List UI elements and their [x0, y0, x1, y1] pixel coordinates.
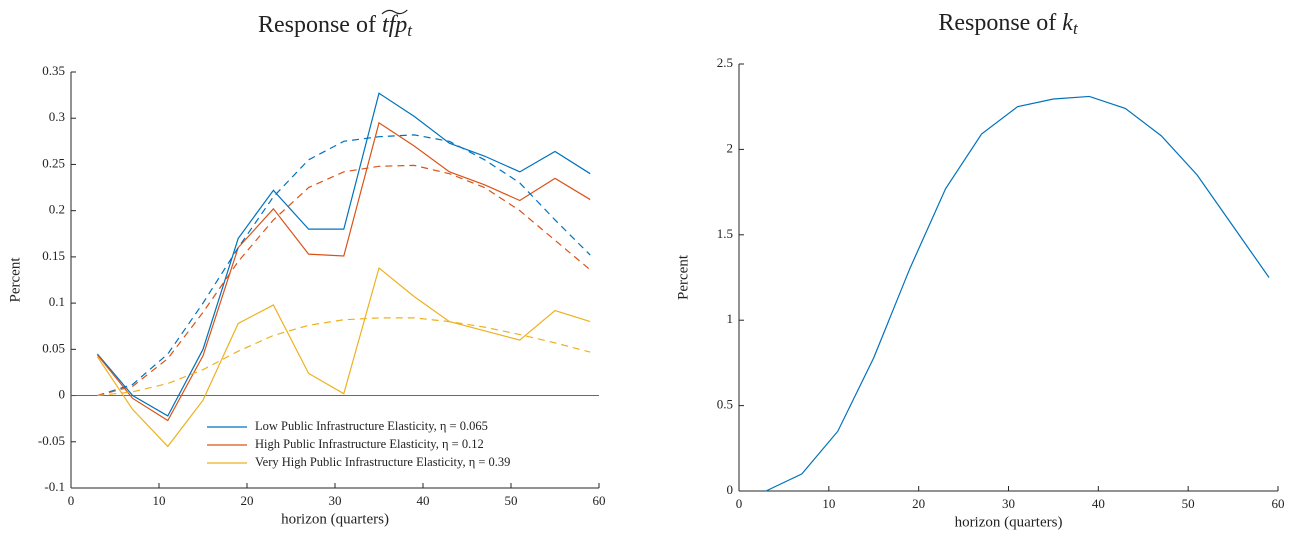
y-tick-label: -0.05 [38, 433, 65, 448]
x-tick-label: 40 [417, 493, 430, 508]
y-tick-label: 0.2 [49, 202, 65, 217]
y-tick-label: 0.35 [42, 63, 65, 78]
x-tick-label: 50 [1182, 496, 1195, 511]
series-line [96, 121, 591, 422]
legend-label: Very High Public Infrastructure Elastici… [255, 455, 510, 469]
title-variable: k [1062, 10, 1073, 36]
x-tick-label: 10 [153, 493, 166, 508]
chart-title: Response of kt [938, 10, 1079, 38]
y-tick-label: 0.1 [49, 294, 65, 309]
legend-box [201, 415, 561, 479]
title-text: Response of [938, 10, 1056, 36]
y-tick-label: -0.1 [44, 479, 65, 494]
series-line [97, 317, 591, 397]
x-tick-label: 30 [329, 493, 342, 508]
y-tick-label: 0 [727, 482, 734, 497]
series-line [97, 134, 591, 397]
x-tick-label: 20 [912, 496, 925, 511]
x-tick-label: 0 [736, 496, 743, 511]
series-line [765, 95, 1270, 492]
y-tick-label: 1 [727, 311, 734, 326]
x-tick-label: 20 [241, 493, 254, 508]
x-tick-label: 60 [1272, 496, 1285, 511]
y-tick-label: 2.5 [717, 55, 733, 70]
y-tick-label: 0.15 [42, 248, 65, 263]
title-variable: tfp [382, 12, 407, 38]
x-tick-label: 60 [593, 493, 606, 508]
title-text: Response of [258, 12, 376, 38]
y-tick-label: 0.25 [42, 155, 65, 170]
y-tick-label: 0.3 [49, 109, 65, 124]
series-line [96, 266, 591, 448]
chart-title: Response of tfpt [258, 12, 413, 40]
y-tick-label: 0.5 [717, 397, 733, 412]
legend-label: Low Public Infrastructure Elasticity, η … [255, 419, 488, 433]
title-accent [381, 9, 408, 15]
y-tick-label: 1.5 [717, 226, 733, 241]
x-axis-label: horizon (quarters) [281, 511, 389, 527]
series-line [96, 92, 591, 417]
y-axis-label: Percent [7, 257, 23, 303]
y-tick-label: 0.05 [42, 340, 65, 355]
y-tick-label: 2 [727, 140, 734, 155]
x-tick-label: 40 [1092, 496, 1105, 511]
series-line [97, 164, 591, 397]
title-subscript: t [407, 21, 413, 40]
x-tick-label: 30 [1002, 496, 1015, 511]
x-tick-label: 10 [822, 496, 835, 511]
x-tick-label: 50 [505, 493, 518, 508]
x-tick-label: 0 [68, 493, 75, 508]
title-subscript: t [1073, 19, 1079, 38]
x-axis-label: horizon (quarters) [955, 514, 1063, 530]
legend-label: High Public Infrastructure Elasticity, η… [255, 437, 484, 451]
y-axis-label: Percent [675, 254, 691, 300]
y-tick-label: 0 [59, 387, 66, 402]
